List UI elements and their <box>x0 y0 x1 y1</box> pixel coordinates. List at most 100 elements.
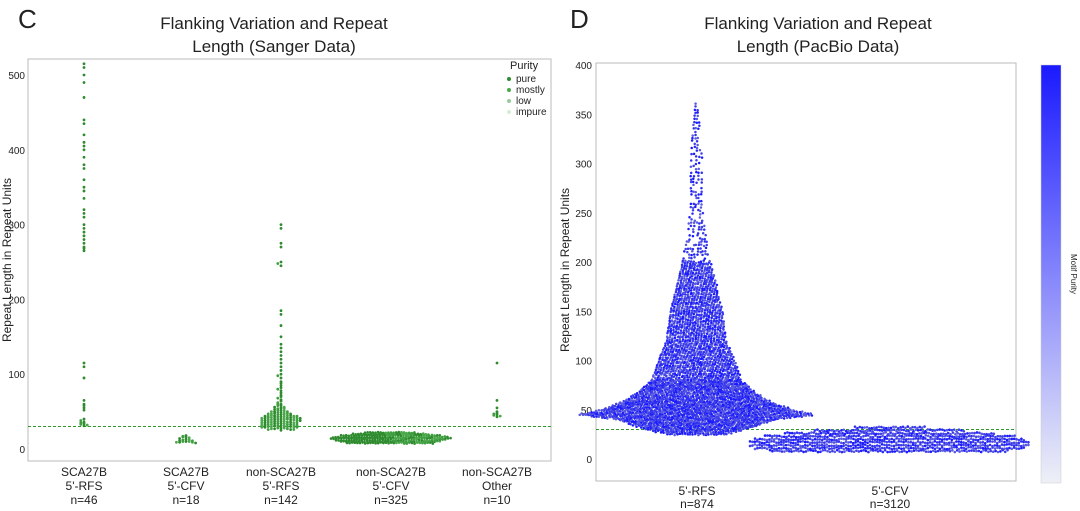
panel-c-point <box>376 430 380 434</box>
panel-d-point <box>1012 441 1016 445</box>
panel-d-point <box>668 409 671 413</box>
panel-d-point <box>981 443 985 447</box>
panel-d-point <box>624 412 628 415</box>
panel-d-point <box>661 350 664 354</box>
panel-d-point <box>682 364 685 368</box>
panel-c-point <box>279 335 283 339</box>
panel-d-point <box>719 360 723 363</box>
panel-d-point <box>823 435 827 438</box>
panel-c-point <box>404 440 408 443</box>
panel-d-point <box>683 348 686 351</box>
panel-c-point <box>410 431 414 435</box>
panel-d-point <box>902 447 906 450</box>
panel-c-point <box>295 414 299 418</box>
panel-c-category-label: non-SCA27B <box>356 465 426 479</box>
panel-d-point <box>805 432 808 436</box>
panel-c-ytick-label: 200 <box>8 295 25 306</box>
panel-d-point <box>735 374 739 377</box>
panel-d-point <box>695 318 698 322</box>
panel-d-point <box>616 412 620 416</box>
panel-d-point <box>604 407 607 410</box>
panel-c-category-label: Other <box>482 479 512 493</box>
panel-d-point <box>874 432 878 436</box>
panel-d-point <box>753 418 756 421</box>
panel-d-point <box>830 447 834 450</box>
panel-d-point <box>703 257 707 260</box>
panel-d-point <box>686 318 690 322</box>
panel-d-point <box>633 403 636 406</box>
panel-d-point <box>840 429 843 432</box>
panel-d-point <box>945 447 949 451</box>
panel-d-point <box>681 426 684 430</box>
panel-c-point <box>82 241 86 245</box>
panel-d-point <box>646 428 650 431</box>
panel-d-point <box>915 432 919 436</box>
panel-d-point <box>719 326 722 330</box>
panel-d-point <box>688 256 691 259</box>
panel-d-point <box>918 432 921 435</box>
panel-d-point <box>979 437 982 441</box>
panel-d-point <box>737 429 741 432</box>
panel-d-point <box>1007 442 1011 446</box>
panel-d-point <box>707 395 711 398</box>
panel-d-point <box>962 441 965 444</box>
panel-d-point <box>693 324 696 327</box>
panel-d-point <box>718 301 722 304</box>
panel-d-point <box>685 402 689 406</box>
panel-d-point <box>1003 447 1006 450</box>
panel-d-point <box>844 446 848 450</box>
panel-d-point <box>621 419 625 423</box>
panel-d-point <box>979 444 982 447</box>
panel-d-point <box>794 441 797 445</box>
panel-d-point <box>687 403 691 406</box>
panel-d-point <box>692 356 696 360</box>
panel-d-point <box>680 354 683 358</box>
panel-c-point <box>360 434 364 438</box>
panel-d-point <box>898 431 902 435</box>
panel-d-point <box>674 332 678 336</box>
panel-d-point <box>981 446 985 450</box>
panel-d-point <box>941 434 944 438</box>
panel-d-point <box>995 444 999 447</box>
panel-d-point <box>817 432 820 436</box>
panel-d-point <box>688 376 691 379</box>
panel-d-point <box>680 275 684 279</box>
panel-d-point <box>770 437 774 440</box>
panel-d-point <box>726 362 730 365</box>
panel-d-point <box>891 432 895 436</box>
panel-d-point <box>712 337 716 340</box>
panel-c-category-label: non-SCA27B <box>246 465 316 479</box>
panel-d-point <box>690 146 693 150</box>
panel-d-point <box>700 181 703 184</box>
panel-d-point <box>715 319 719 322</box>
panel-d-ytick-label: 0 <box>586 455 592 466</box>
panel-d-point <box>698 370 702 373</box>
panel-d-point <box>960 449 964 452</box>
panel-d-point <box>883 443 886 447</box>
panel-d-point <box>694 305 698 309</box>
panel-d-point <box>726 370 729 373</box>
panel-c-point <box>279 365 283 369</box>
panel-d-point <box>680 301 683 304</box>
panel-d-point <box>725 411 728 415</box>
panel-d-point <box>668 389 672 393</box>
panel-d-point <box>730 382 734 386</box>
panel-c-point <box>276 424 280 428</box>
panel-d-point <box>765 443 769 447</box>
panel-d-point <box>732 385 736 388</box>
panel-c-point <box>339 439 343 442</box>
panel-c-point <box>378 440 382 443</box>
panel-d-point <box>679 344 682 347</box>
panel-d-point <box>666 400 669 403</box>
panel-d-point <box>595 415 598 418</box>
panel-d-point <box>858 432 861 436</box>
panel-d-point <box>720 316 724 320</box>
panel-d-point <box>587 411 591 415</box>
panel-d-point <box>943 441 946 445</box>
panel-d-point <box>844 440 848 444</box>
panel-d-point <box>625 398 628 401</box>
panel-d-point <box>723 357 727 361</box>
panel-d-point <box>755 444 759 447</box>
panel-d-point <box>948 447 951 451</box>
panel-d-point <box>816 450 820 454</box>
